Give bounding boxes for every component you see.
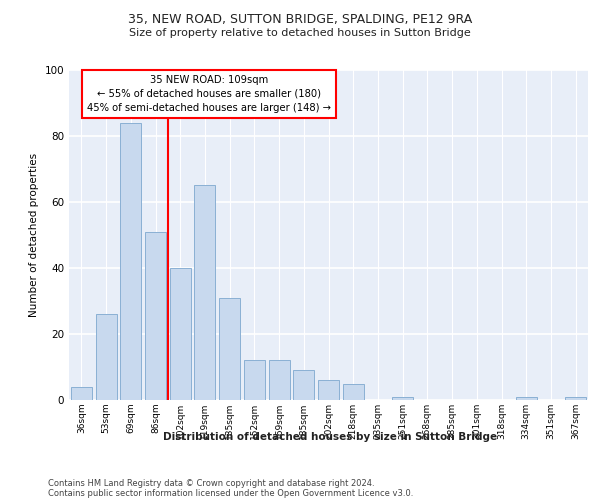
Bar xyxy=(293,370,314,400)
Y-axis label: Number of detached properties: Number of detached properties xyxy=(29,153,39,317)
Bar xyxy=(95,314,116,400)
Bar xyxy=(120,123,141,400)
Text: Size of property relative to detached houses in Sutton Bridge: Size of property relative to detached ho… xyxy=(129,28,471,38)
Bar xyxy=(145,232,166,400)
Bar xyxy=(244,360,265,400)
Bar xyxy=(516,396,537,400)
Bar xyxy=(318,380,339,400)
Text: 35 NEW ROAD: 109sqm
← 55% of detached houses are smaller (180)
45% of semi-detac: 35 NEW ROAD: 109sqm ← 55% of detached ho… xyxy=(87,75,331,113)
Bar xyxy=(269,360,290,400)
Text: Contains HM Land Registry data © Crown copyright and database right 2024.: Contains HM Land Registry data © Crown c… xyxy=(48,478,374,488)
Bar xyxy=(392,396,413,400)
Bar xyxy=(71,387,92,400)
Bar xyxy=(170,268,191,400)
Bar xyxy=(219,298,240,400)
Text: 35, NEW ROAD, SUTTON BRIDGE, SPALDING, PE12 9RA: 35, NEW ROAD, SUTTON BRIDGE, SPALDING, P… xyxy=(128,12,472,26)
Bar xyxy=(194,186,215,400)
Text: Distribution of detached houses by size in Sutton Bridge: Distribution of detached houses by size … xyxy=(163,432,497,442)
Bar xyxy=(343,384,364,400)
Bar xyxy=(565,396,586,400)
Text: Contains public sector information licensed under the Open Government Licence v3: Contains public sector information licen… xyxy=(48,488,413,498)
